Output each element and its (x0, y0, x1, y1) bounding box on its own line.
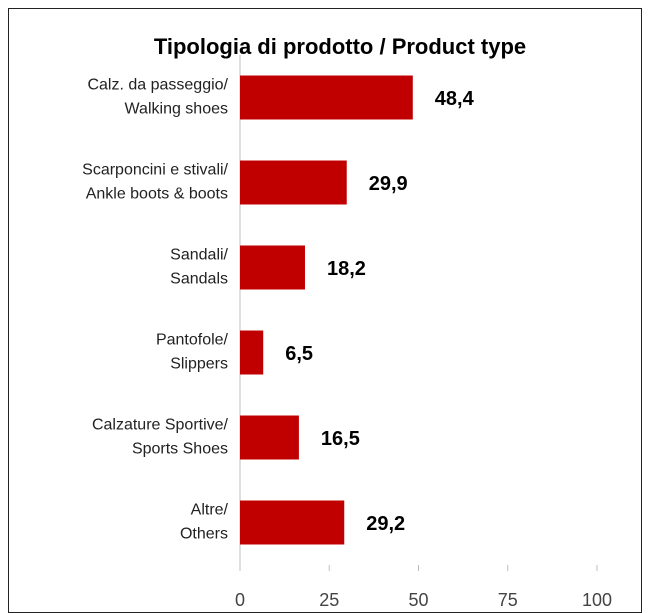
y-tick-label: Calzature Sportive/ (92, 417, 229, 434)
value-label: 6,5 (285, 343, 313, 365)
y-tick-label: Pantofole/ (156, 332, 229, 349)
y-tick-label: Sports Shoes (132, 441, 228, 458)
bar (240, 500, 345, 545)
x-tick-label: 75 (498, 590, 518, 610)
y-tick-label: Others (180, 526, 228, 543)
value-label: 18,2 (327, 258, 366, 280)
y-tick-label: Slippers (170, 356, 228, 373)
value-label: 16,5 (321, 428, 360, 450)
y-tick-label: Walking shoes (125, 101, 228, 118)
bar (240, 245, 305, 290)
value-label: 29,2 (366, 513, 405, 535)
y-tick-label: Calz. da passeggio/ (87, 77, 228, 94)
bar (240, 330, 264, 375)
bar (240, 160, 347, 205)
y-tick-label: Sandals (170, 271, 228, 288)
value-label: 48,4 (435, 88, 475, 110)
bar (240, 75, 413, 120)
bar (240, 415, 299, 460)
x-tick-label: 100 (582, 590, 612, 610)
x-tick-label: 50 (408, 590, 428, 610)
y-tick-label: Altre/ (191, 502, 229, 519)
y-tick-label: Ankle boots & boots (86, 186, 228, 203)
x-tick-label: 0 (235, 590, 245, 610)
chart-title: Tipologia di prodotto / Product type (154, 34, 526, 59)
value-label: 29,9 (369, 173, 408, 195)
y-tick-label: Scarponcini e stivali/ (82, 162, 228, 179)
x-tick-label: 25 (319, 590, 339, 610)
y-tick-label: Sandali/ (170, 247, 228, 264)
